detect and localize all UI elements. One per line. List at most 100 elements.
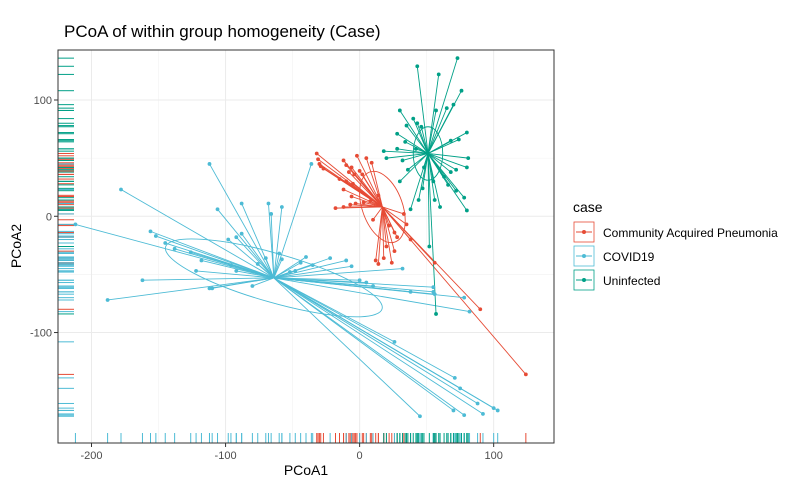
data-point — [416, 198, 421, 202]
data-point — [346, 170, 351, 174]
chart-title: PCoA of within group homogeneity (Case) — [64, 22, 381, 41]
centroid-spoke — [382, 206, 407, 225]
centroid-spoke — [273, 206, 283, 278]
centroid-spoke — [236, 270, 274, 279]
data-point — [400, 158, 405, 163]
centroid-spoke — [377, 206, 383, 264]
centroid-spoke — [273, 260, 347, 279]
data-point — [140, 278, 145, 283]
centroid-spoke — [415, 148, 429, 154]
data-point — [464, 165, 469, 170]
data-point — [456, 137, 461, 142]
x-axis-ticks: -200 -100 0 100 — [80, 443, 503, 462]
centroid-spoke — [420, 126, 429, 154]
data-point — [432, 260, 437, 265]
data-point — [381, 256, 386, 261]
centroid-spoke — [396, 133, 429, 154]
data-point — [397, 108, 402, 113]
data-point — [459, 88, 464, 93]
centroid-spoke — [241, 203, 275, 279]
centroid-spoke — [427, 153, 430, 247]
centroid-spoke — [273, 277, 478, 404]
centroid-spoke — [399, 153, 429, 182]
centroid-spoke — [217, 209, 275, 279]
data-point — [404, 222, 409, 227]
data-points — [73, 56, 528, 419]
data-point — [451, 408, 456, 413]
data-point — [263, 256, 268, 261]
centroid-spoke — [427, 104, 454, 154]
data-point — [395, 146, 400, 151]
centroid-spoke — [427, 74, 440, 154]
data-point — [408, 207, 413, 212]
centroid-spoke — [375, 206, 383, 261]
data-point — [353, 201, 358, 206]
data-point — [105, 298, 110, 302]
y-axis-ticks: -100 0 100 — [30, 95, 58, 340]
centroid-spoke — [427, 153, 468, 211]
centroid-spoke — [75, 223, 274, 279]
data-point — [478, 307, 483, 312]
plot-panel — [58, 50, 554, 443]
data-point — [364, 280, 369, 285]
centroid-spoke — [351, 196, 383, 208]
centroid-spoke — [212, 277, 274, 289]
centroid-spoke — [273, 277, 421, 417]
centroid-spoke — [397, 148, 429, 154]
data-point — [442, 174, 446, 179]
data-point — [431, 179, 436, 184]
data-point — [368, 199, 373, 204]
centroid-spoke — [155, 235, 274, 279]
data-point — [163, 241, 168, 245]
data-point — [401, 212, 406, 216]
x-axis-title: PCoA1 — [284, 462, 329, 478]
data-point — [328, 256, 333, 261]
data-point — [454, 167, 459, 172]
data-point — [210, 286, 215, 291]
centroid-spoke — [386, 153, 429, 159]
centroid-spoke — [273, 265, 352, 279]
centroid-spoke — [273, 277, 456, 379]
centroid-spoke — [120, 189, 275, 279]
data-point — [381, 149, 386, 154]
data-point — [395, 235, 400, 240]
data-point — [434, 312, 438, 316]
data-point — [266, 201, 271, 206]
centroid-spoke — [268, 203, 275, 278]
data-point — [422, 165, 426, 170]
centroid-spoke — [363, 201, 383, 208]
centroid-spoke — [382, 206, 527, 375]
data-point — [446, 182, 450, 187]
data-point — [408, 289, 413, 294]
data-point — [360, 172, 365, 177]
x-tick-label: -200 — [80, 450, 102, 462]
centroid-spoke — [381, 206, 393, 263]
data-point — [304, 255, 308, 259]
data-point — [207, 286, 212, 291]
data-point — [448, 138, 453, 143]
data-point — [491, 406, 496, 411]
centroid-spoke — [107, 277, 274, 301]
data-point — [321, 166, 326, 171]
data-point — [381, 212, 386, 216]
data-point — [234, 235, 239, 240]
centroid-spoke — [416, 123, 429, 154]
data-point — [309, 162, 314, 166]
centroid-spoke — [427, 153, 469, 159]
centroid-spoke — [371, 162, 383, 208]
y-axis-title: PCoA2 — [8, 224, 24, 269]
data-point — [371, 217, 375, 222]
data-point — [371, 284, 375, 288]
data-point — [434, 108, 438, 113]
centroid-spoke — [382, 206, 404, 215]
data-point — [419, 124, 424, 129]
data-point — [397, 179, 402, 184]
data-point — [462, 195, 467, 200]
data-point — [341, 187, 346, 192]
centroid-spoke — [427, 153, 457, 171]
data-point — [395, 131, 400, 136]
centroid-spoke — [273, 277, 461, 389]
centroid-spoke — [427, 139, 460, 154]
data-point — [337, 177, 342, 181]
